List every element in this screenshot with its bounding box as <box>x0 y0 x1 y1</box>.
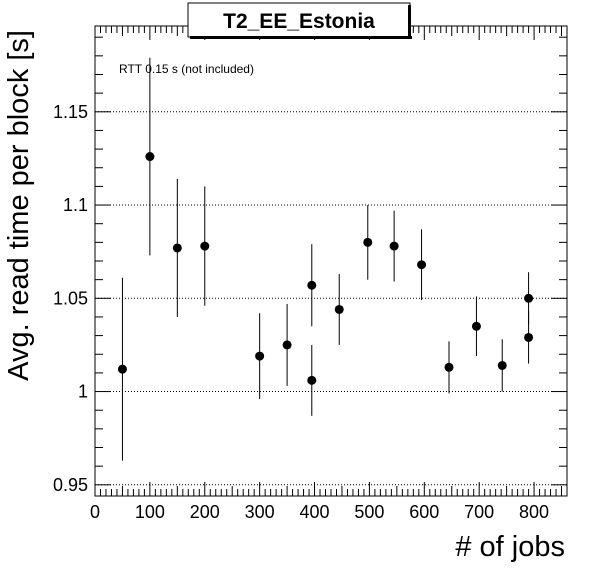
x-tick-label: 300 <box>245 502 275 522</box>
data-point <box>444 362 454 372</box>
data-point <box>334 304 344 314</box>
x-tick-label: 700 <box>464 502 494 522</box>
axis-ticks <box>94 26 568 496</box>
x-axis-label: # of jobs <box>455 531 565 563</box>
plot-frame <box>94 25 568 497</box>
data-point <box>389 241 399 251</box>
data-point <box>417 260 427 270</box>
data-point <box>524 332 534 342</box>
x-tick-label: 800 <box>519 502 549 522</box>
title-box-shadow-right <box>408 5 411 39</box>
x-tick-label: 200 <box>190 502 220 522</box>
x-tick-label: 400 <box>300 502 330 522</box>
y-axis-label: Avg. read time per block [s] <box>3 30 35 381</box>
x-tick-label: 600 <box>409 502 439 522</box>
data-point <box>497 360 507 370</box>
data-point <box>255 351 265 361</box>
data-point <box>282 340 292 350</box>
data-point <box>172 243 182 253</box>
y-tick-labels: 0.95 1 1.05 1.1 1.15 <box>53 102 88 495</box>
title-box-shadow <box>190 36 412 39</box>
data-point <box>307 375 317 385</box>
x-tick-label: 0 <box>90 502 100 522</box>
data-point <box>117 364 127 374</box>
data-point <box>471 321 481 331</box>
rtt-annotation: RTT 0.15 s (not included) <box>119 62 254 76</box>
data-point <box>524 293 534 303</box>
data-point <box>363 237 373 247</box>
data-point <box>307 280 317 290</box>
grid-lines <box>95 111 567 486</box>
x-tick-labels: 0 100 200 300 400 500 600 700 800 <box>90 502 549 522</box>
y-tick-label: 1 <box>78 382 88 402</box>
data-point <box>200 241 210 251</box>
data-points <box>117 57 534 461</box>
y-tick-label: 0.95 <box>53 475 88 495</box>
x-tick-label: 100 <box>135 502 165 522</box>
y-tick-label: 1.15 <box>53 102 88 122</box>
chart-title: T2_EE_Estonia <box>223 10 375 33</box>
x-tick-label: 500 <box>354 502 384 522</box>
y-tick-label: 1.05 <box>53 288 88 308</box>
data-point <box>145 152 155 162</box>
y-tick-label: 1.1 <box>63 195 88 215</box>
